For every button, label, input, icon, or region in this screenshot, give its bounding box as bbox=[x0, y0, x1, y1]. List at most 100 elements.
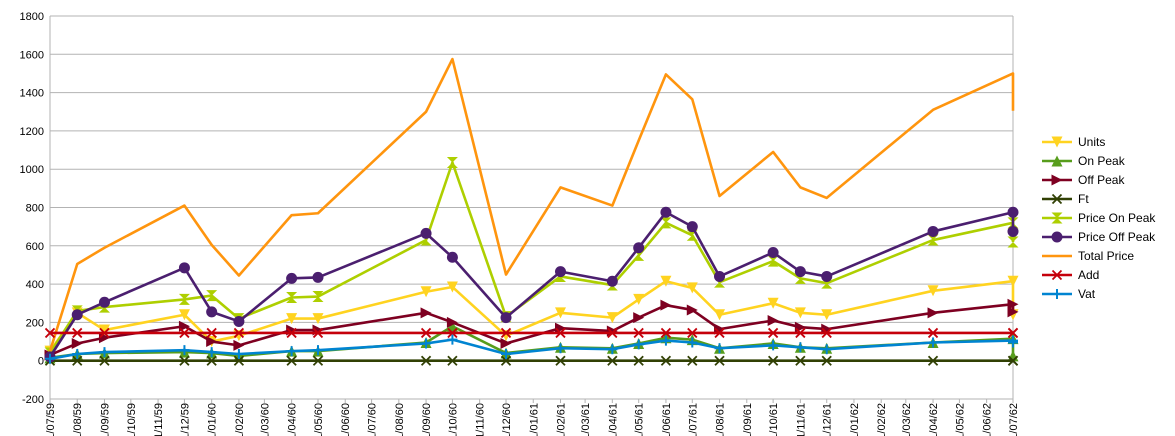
data-point bbox=[1051, 136, 1063, 148]
data-point bbox=[606, 325, 618, 337]
data-point bbox=[286, 292, 298, 304]
y-tick-label: 1400 bbox=[20, 88, 44, 100]
x-tick-label: 11/12/59 bbox=[179, 403, 191, 436]
legend-item: Off Peak bbox=[1040, 171, 1170, 190]
data-point bbox=[1051, 193, 1063, 205]
x-tick-label: 11/07/62 bbox=[1008, 403, 1020, 436]
x-tick-label: 11/07/59 bbox=[45, 403, 57, 436]
data-point bbox=[71, 309, 83, 321]
data-point bbox=[500, 337, 512, 349]
data-point bbox=[607, 327, 618, 339]
data-point bbox=[633, 327, 644, 339]
data-point bbox=[71, 337, 83, 349]
data-point bbox=[606, 275, 618, 287]
data-point bbox=[714, 343, 725, 354]
x-tick-label: 11/03/60 bbox=[259, 403, 271, 436]
data-point bbox=[554, 266, 566, 278]
data-point bbox=[233, 327, 245, 339]
data-point bbox=[1007, 306, 1019, 318]
legend-label: Ft bbox=[1078, 192, 1089, 207]
data-point bbox=[767, 327, 779, 339]
data-point bbox=[794, 266, 806, 278]
legend-swatch bbox=[1042, 288, 1072, 299]
data-point bbox=[767, 314, 779, 326]
legend-swatch bbox=[1042, 136, 1072, 148]
y-axis-tick-labels: -200 0 200 400 600 800 1000 1200 1400 1600 1800 bbox=[20, 11, 44, 406]
legend-item: Add bbox=[1040, 265, 1170, 284]
y-tick-label: 0 bbox=[38, 356, 44, 368]
data-point bbox=[286, 355, 297, 366]
data-point bbox=[312, 271, 324, 283]
data-point bbox=[633, 312, 645, 324]
legend-label: Price On Peak bbox=[1078, 211, 1156, 225]
y-tick-label: 600 bbox=[26, 241, 44, 253]
legend-swatch bbox=[1042, 174, 1072, 186]
data-point bbox=[446, 156, 458, 168]
data-point bbox=[687, 355, 698, 366]
data-point bbox=[927, 225, 939, 237]
data-point bbox=[794, 321, 806, 333]
data-point bbox=[1007, 327, 1019, 339]
legend-label: Price Off Peak bbox=[1078, 229, 1156, 244]
data-point bbox=[312, 291, 324, 303]
legend-swatch bbox=[1042, 212, 1072, 224]
data-point bbox=[821, 355, 832, 366]
data-point bbox=[206, 336, 218, 348]
data-point bbox=[686, 282, 698, 294]
x-tick-label: 11/03/61 bbox=[580, 403, 592, 436]
data-point bbox=[178, 262, 190, 274]
legend-swatch bbox=[1042, 231, 1072, 243]
data-point bbox=[500, 355, 512, 366]
data-point bbox=[420, 307, 432, 319]
data-point bbox=[179, 327, 190, 339]
data-point bbox=[821, 327, 832, 339]
data-point bbox=[501, 348, 512, 359]
x-tick-label: 11/05/61 bbox=[634, 403, 646, 436]
legend-item: Ft bbox=[1040, 190, 1170, 209]
data-point bbox=[795, 355, 806, 366]
data-point bbox=[1051, 231, 1063, 243]
data-point bbox=[312, 345, 323, 356]
data-point bbox=[767, 355, 779, 366]
data-point bbox=[607, 344, 618, 355]
legend-label: Total Price bbox=[1078, 248, 1135, 263]
data-point bbox=[420, 355, 432, 366]
x-tick-label: 11/06/60 bbox=[340, 403, 352, 436]
data-point bbox=[714, 355, 725, 366]
x-tick-label: 11/02/62 bbox=[876, 403, 888, 436]
data-point bbox=[928, 337, 939, 348]
x-tick-label: 11/09/61 bbox=[742, 403, 754, 436]
data-point bbox=[286, 272, 298, 284]
x-tick-label: 11/05/60 bbox=[313, 403, 325, 436]
data-point bbox=[821, 344, 832, 355]
data-point bbox=[767, 255, 779, 267]
data-point bbox=[794, 307, 806, 319]
data-point bbox=[795, 327, 806, 339]
x-tick-label: 11/02/61 bbox=[555, 403, 567, 436]
x-tick-label: 11/10/59 bbox=[126, 403, 138, 436]
x-axis-tick-labels: 11/07/59 11/08/59 11/09/59 11/10/59 11/11/59… bbox=[45, 403, 1020, 436]
data-point bbox=[821, 309, 833, 321]
data-point bbox=[660, 335, 671, 346]
legend-label: On Peak bbox=[1078, 154, 1125, 169]
data-point bbox=[660, 327, 672, 339]
data-point bbox=[1008, 337, 1018, 348]
data-point bbox=[660, 217, 672, 229]
chart-series bbox=[44, 57, 1019, 366]
y-tick-label: 400 bbox=[26, 279, 44, 291]
x-tick-label: 11/11/59 bbox=[153, 403, 165, 436]
x-tick-label: 11/12/61 bbox=[822, 403, 834, 436]
data-point bbox=[206, 290, 218, 302]
data-point bbox=[633, 339, 644, 350]
series-ft bbox=[44, 355, 1019, 366]
data-point bbox=[927, 355, 939, 366]
data-point bbox=[72, 327, 83, 339]
data-point bbox=[714, 327, 725, 339]
data-point bbox=[768, 340, 779, 351]
legend-item: Price Off Peak bbox=[1040, 227, 1170, 246]
data-point bbox=[99, 347, 110, 358]
data-point bbox=[286, 327, 297, 339]
data-point bbox=[821, 270, 833, 282]
data-point bbox=[447, 327, 458, 339]
